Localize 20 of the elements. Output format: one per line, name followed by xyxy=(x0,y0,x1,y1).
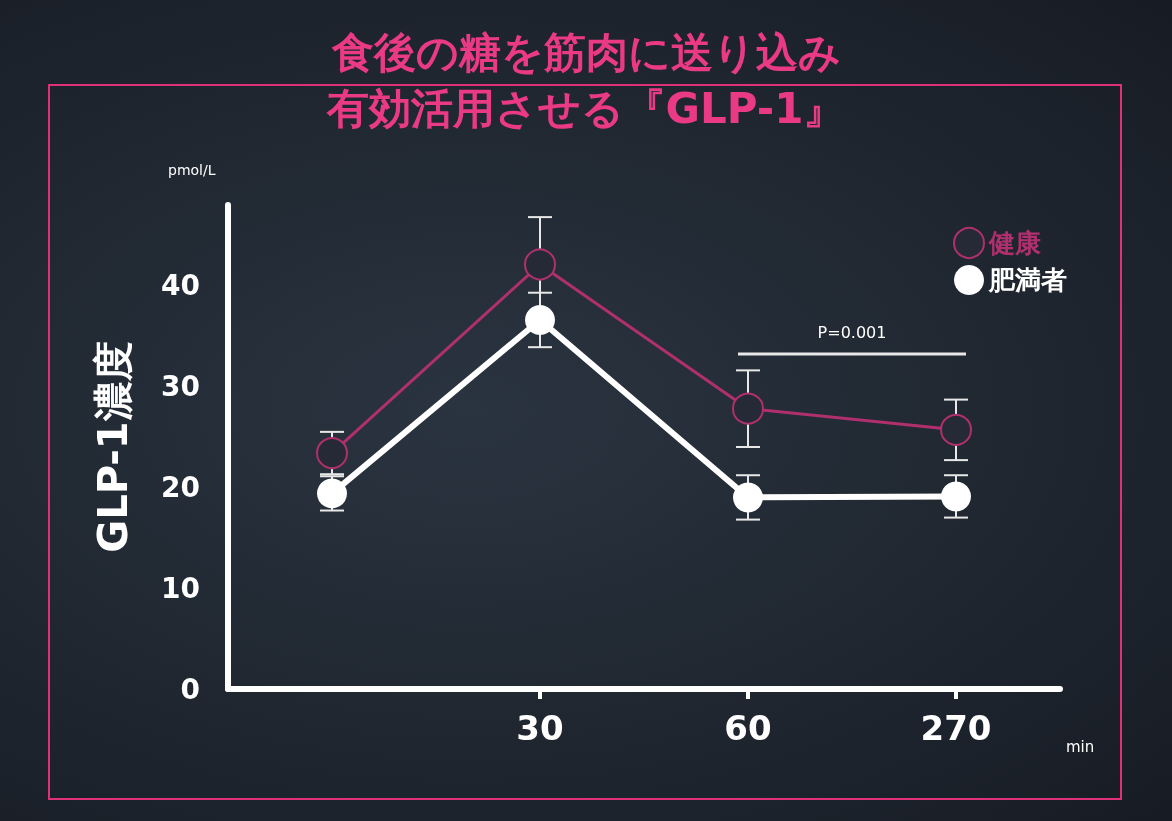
y-tick-label: 20 xyxy=(161,470,200,504)
text: pmol/L xyxy=(168,162,216,178)
x-tick-label: 30 xyxy=(516,708,564,748)
x-axis-title: min xyxy=(1066,737,1095,756)
chart-subtitle: 有効活用させる『GLP-1』 xyxy=(325,83,846,133)
y-tick-label: 0 xyxy=(180,672,200,706)
y-tick-label: 30 xyxy=(161,370,200,403)
point xyxy=(525,304,555,335)
point xyxy=(316,437,348,470)
x-tick-label: 60 xyxy=(724,708,772,748)
y-axis-title: GLP-1濃度 xyxy=(90,341,136,553)
y-tick-label: 40 xyxy=(161,269,200,303)
point xyxy=(941,481,971,512)
legend-label: 肥満者 xyxy=(988,265,1067,295)
x-tick-label: 270 xyxy=(920,708,992,748)
chart-title: 食後の糖を筋肉に送り込み xyxy=(330,27,841,77)
legend-label: 健康 xyxy=(988,228,1041,258)
annotation: P=0.001 xyxy=(817,322,887,342)
point xyxy=(733,482,763,513)
y-tick-label: 10 xyxy=(161,571,200,605)
